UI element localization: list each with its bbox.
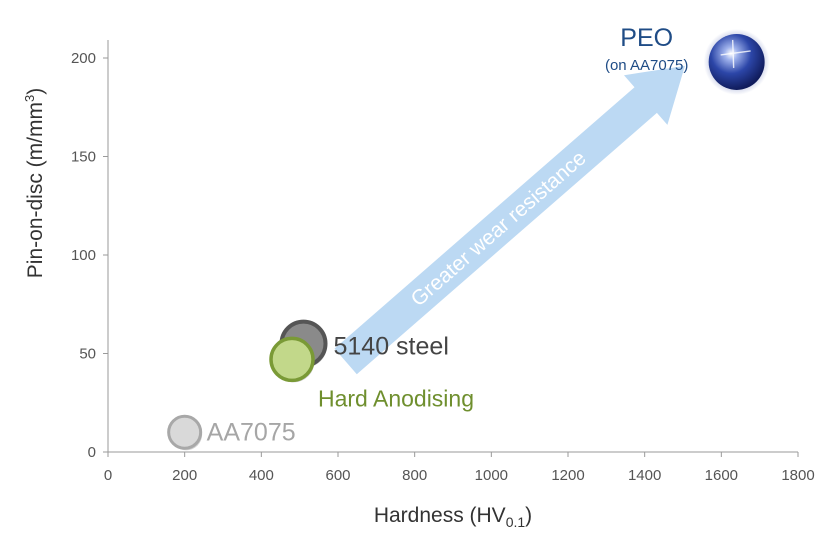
y-axis-title: Pin-on-disc (m/mm3) (22, 88, 47, 278)
y-axis-title-main: Pin-on-disc (m/mm (24, 102, 47, 278)
x-axis-title-end: ) (525, 504, 532, 527)
x-axis-title-main: Hardness (HV (374, 504, 506, 527)
wear-resistance-arrow: Greater wear resistance (334, 65, 685, 375)
y-tick-label: 150 (71, 149, 96, 166)
x-tick-label: 1200 (551, 467, 584, 484)
x-tick-label: 200 (172, 467, 197, 484)
y-ticks: 0 50 100 150 200 (71, 50, 108, 461)
arrow-shape (334, 65, 685, 375)
x-tick-label: 0 (104, 467, 112, 484)
x-axis-title: Hardness (HV0.1) (374, 504, 532, 530)
point-aa7075 (167, 414, 203, 450)
label-aa7075: AA7075 (207, 418, 296, 446)
arrow-annotation-text: Greater wear resistance (407, 146, 591, 311)
x-tick-label: 600 (325, 467, 350, 484)
x-axis-title-sub: 0.1 (506, 514, 526, 530)
y-axis-title-end: ) (24, 88, 47, 95)
y-tick-label: 50 (79, 346, 96, 363)
point-labels: AA7075 5140 steel Hard Anodising PEO (on AA7… (207, 24, 689, 446)
label-5140-steel: 5140 steel (334, 333, 449, 361)
y-tick-label: 0 (88, 444, 96, 461)
x-tick-label: 1400 (628, 467, 661, 484)
label-peo: PEO (620, 24, 673, 52)
point-peo (708, 33, 765, 90)
y-axis-title-sup: 3 (22, 95, 37, 102)
label-peo-sub: (on AA7075) (605, 57, 688, 74)
y-tick-label: 100 (71, 247, 96, 264)
x-ticks: 0 200 400 600 800 1000 1200 1400 1600 1800 (104, 452, 815, 484)
x-tick-label: 1600 (705, 467, 738, 484)
label-hard-anodising: Hard Anodising (318, 385, 474, 411)
x-tick-label: 800 (402, 467, 427, 484)
peo-sparkle (720, 39, 751, 68)
y-tick-label: 200 (71, 50, 96, 67)
data-points (167, 28, 770, 451)
x-tick-label: 1800 (781, 467, 814, 484)
x-tick-label: 400 (249, 467, 274, 484)
x-tick-label: 1000 (475, 467, 508, 484)
point-hard-anodising (269, 336, 315, 383)
